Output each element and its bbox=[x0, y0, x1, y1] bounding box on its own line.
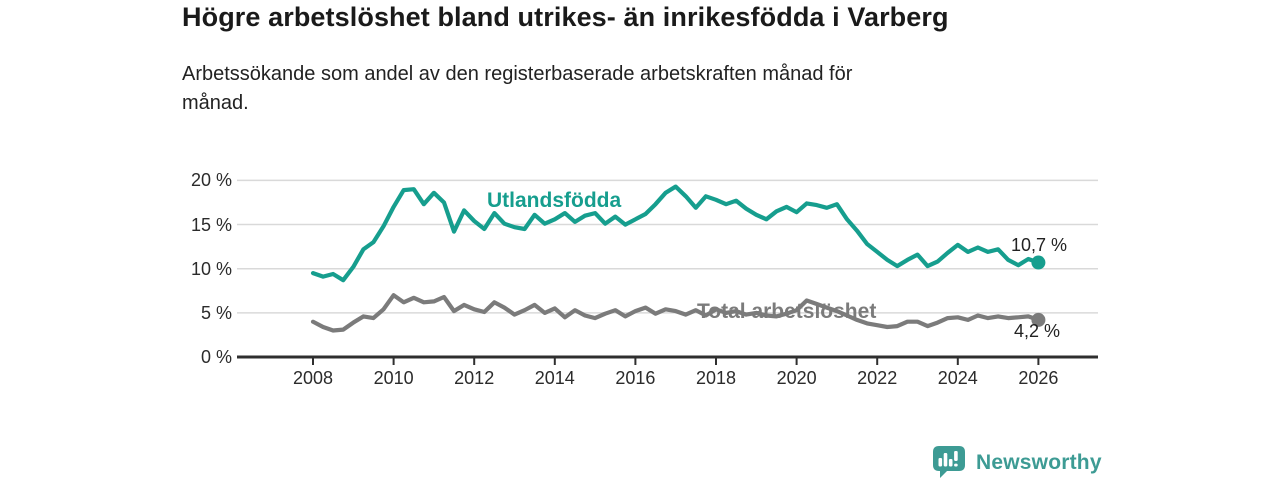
chart-subtitle: Arbetssökande som andel av den registerb… bbox=[182, 63, 853, 114]
page-title: Högre arbetslöshet bland utrikes- än inr… bbox=[182, 2, 949, 32]
newsworthy-logo: Newsworthy bbox=[932, 445, 1102, 480]
x-tick-label: 2010 bbox=[373, 368, 414, 388]
x-tick-label: 2012 bbox=[454, 368, 495, 388]
x-tick-label: 2022 bbox=[857, 368, 898, 388]
line-series-total-arbetslöshet bbox=[310, 293, 1041, 333]
x-tick-label: 2016 bbox=[615, 368, 656, 388]
y-tick-label: 15 % bbox=[190, 214, 232, 235]
end-dot-utlandsfödda bbox=[1031, 255, 1046, 270]
end-value-label-total: 4,2 % bbox=[1014, 321, 1061, 341]
y-tick-label: 0 % bbox=[200, 347, 232, 367]
series-label-total-arbetsloshet: Total arbetslöshet bbox=[697, 300, 877, 323]
end-value-label-utlandsfodda: 10,7 % bbox=[1011, 235, 1068, 255]
x-tick-label: 2026 bbox=[1018, 368, 1059, 388]
y-tick-label: 5 % bbox=[200, 302, 232, 323]
line-series-utlandsfödda bbox=[310, 184, 1041, 283]
x-tick-label: 2024 bbox=[937, 368, 978, 388]
x-tick-label: 2008 bbox=[292, 368, 334, 388]
y-tick-label: 10 % bbox=[190, 258, 232, 279]
series-label-utlandsfodda: Utlandsfödda bbox=[487, 189, 622, 212]
x-tick-label: 2018 bbox=[695, 368, 737, 388]
x-tick-label: 2014 bbox=[534, 368, 575, 388]
x-tick-label: 2020 bbox=[776, 368, 817, 388]
y-tick-label: 20 % bbox=[190, 170, 232, 191]
brand-name: Newsworthy bbox=[976, 450, 1102, 474]
bar-chart-speech-bubble-icon bbox=[933, 446, 965, 478]
